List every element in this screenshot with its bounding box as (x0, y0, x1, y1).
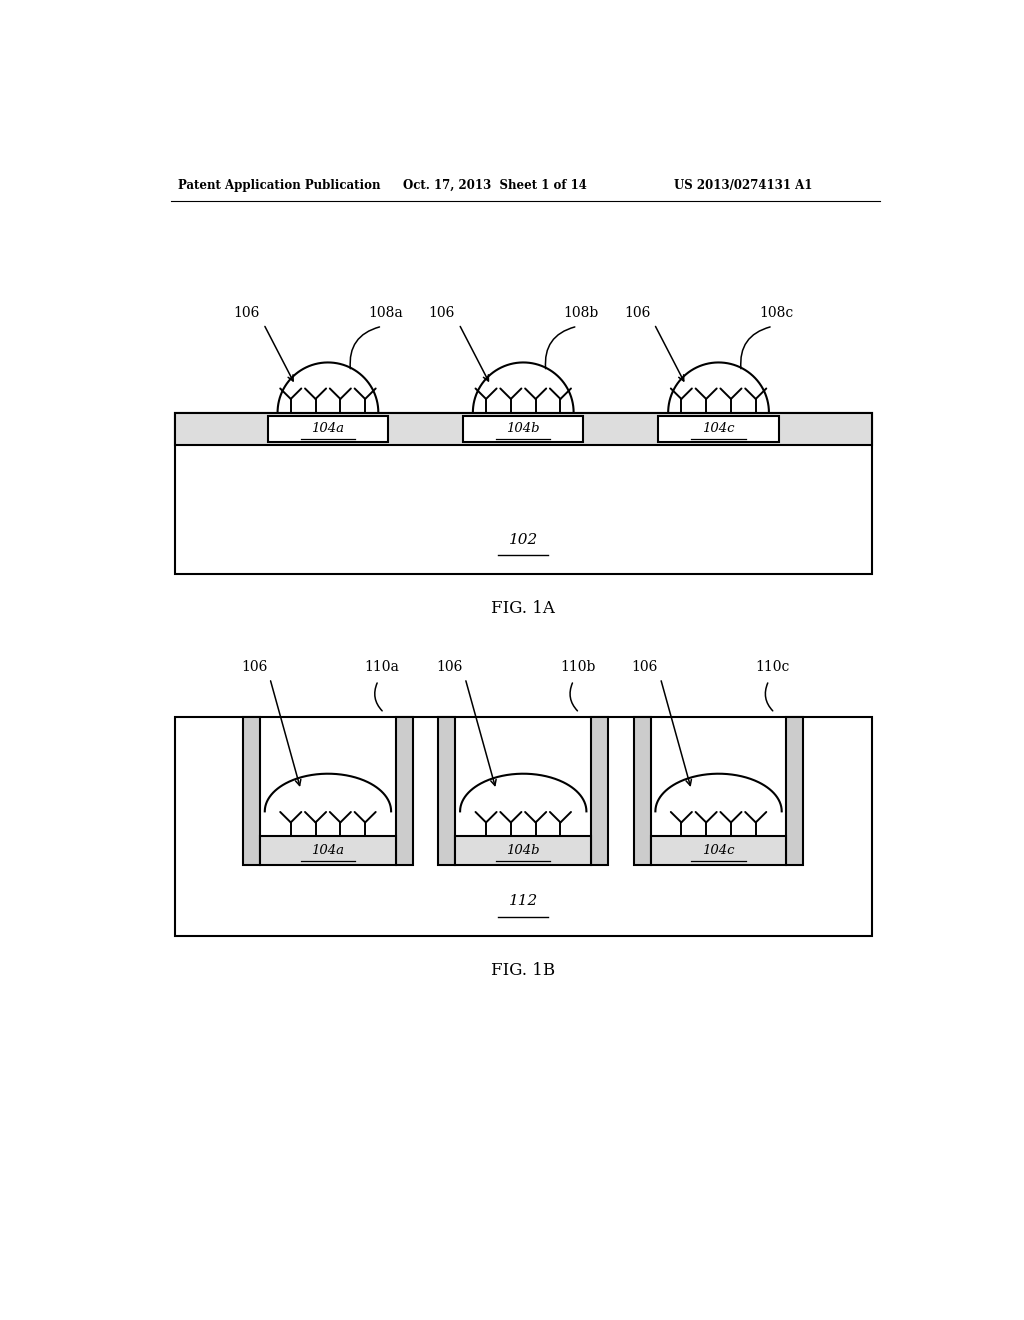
Text: 104b: 104b (507, 843, 540, 857)
FancyArrowPatch shape (375, 682, 382, 711)
Bar (174, 412, 872, 574)
Bar (591, 717, 608, 866)
Text: 108b: 108b (564, 306, 599, 321)
Text: 104b: 104b (507, 422, 540, 436)
Bar (438, 717, 456, 866)
Bar (463, 416, 584, 442)
Text: FIG. 1B: FIG. 1B (492, 962, 555, 979)
Text: 108c: 108c (760, 306, 794, 321)
Text: 106: 106 (233, 306, 260, 321)
Text: 106: 106 (241, 660, 267, 675)
Bar (174, 717, 872, 936)
Text: 104a: 104a (311, 843, 344, 857)
Text: Patent Application Publication: Patent Application Publication (178, 178, 381, 191)
Text: 110c: 110c (756, 660, 790, 675)
Bar (786, 717, 804, 866)
Text: 106: 106 (436, 660, 463, 675)
Text: 110a: 110a (365, 660, 399, 675)
Text: 110b: 110b (560, 660, 595, 675)
Bar (243, 717, 260, 866)
Bar (395, 717, 413, 866)
Bar (650, 836, 786, 866)
Text: 112: 112 (509, 895, 538, 908)
Text: 104a: 104a (311, 422, 344, 436)
Bar (260, 836, 395, 866)
Bar (456, 836, 591, 866)
FancyArrowPatch shape (546, 327, 574, 368)
Bar (174, 413, 872, 445)
Text: 106: 106 (632, 660, 658, 675)
Bar (658, 416, 778, 442)
Text: 104c: 104c (702, 422, 735, 436)
Text: 104c: 104c (702, 843, 735, 857)
Bar (268, 416, 388, 442)
Text: Oct. 17, 2013  Sheet 1 of 14: Oct. 17, 2013 Sheet 1 of 14 (403, 178, 587, 191)
FancyArrowPatch shape (740, 327, 770, 368)
FancyArrowPatch shape (350, 327, 380, 368)
FancyArrowPatch shape (765, 682, 773, 711)
Text: 106: 106 (429, 306, 455, 321)
Text: 106: 106 (624, 306, 650, 321)
Text: 108a: 108a (369, 306, 403, 321)
Text: FIG. 1A: FIG. 1A (492, 601, 555, 618)
Text: US 2013/0274131 A1: US 2013/0274131 A1 (675, 178, 813, 191)
Bar (634, 717, 650, 866)
Text: 102: 102 (509, 532, 538, 546)
FancyArrowPatch shape (570, 682, 578, 711)
